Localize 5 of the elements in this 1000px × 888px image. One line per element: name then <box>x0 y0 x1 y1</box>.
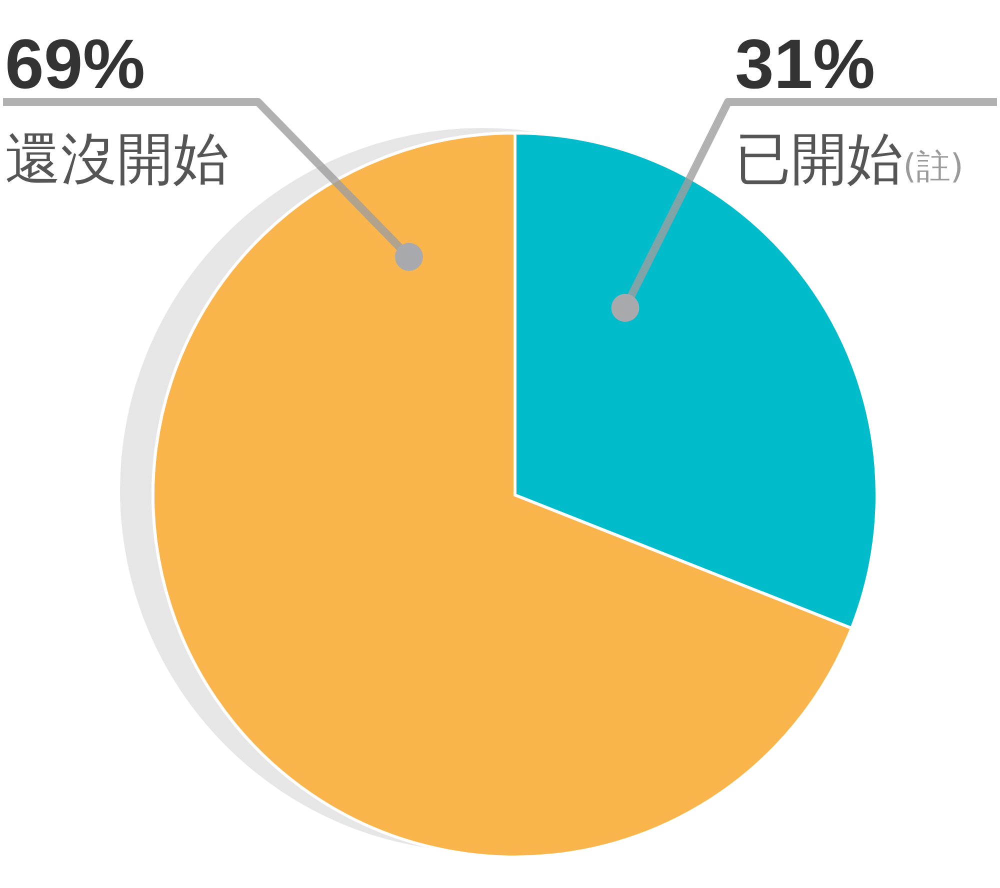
slice-label: 還沒開始 <box>5 127 229 192</box>
data-label: 69% <box>5 25 146 103</box>
text: (註) <box>903 147 964 187</box>
data-label: 31% <box>735 25 876 103</box>
slice-label: 已開始 <box>735 127 903 192</box>
